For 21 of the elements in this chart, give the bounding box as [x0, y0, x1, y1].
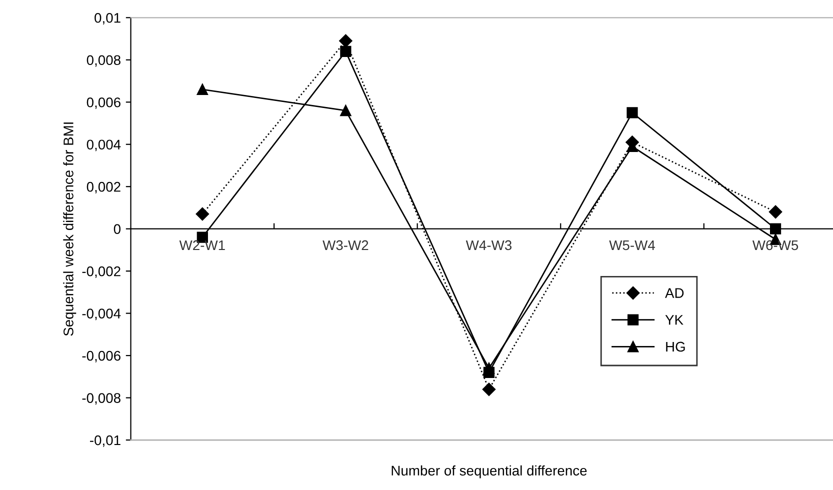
x-tick-label: W4-W3: [466, 240, 512, 250]
y-tick-label: -0,006: [82, 350, 120, 362]
y-tick-label: -0,008: [82, 393, 120, 405]
y-tick-label: 0,008: [86, 55, 120, 67]
y-tick-label: -0,002: [82, 266, 120, 278]
x-tick-label: W2-W1: [179, 240, 225, 250]
y-tick-label: 0,004: [86, 140, 121, 152]
y-tick-label: 0,01: [94, 12, 120, 24]
y-tick-label: -0,01: [90, 435, 120, 447]
y-axis-title: Sequential week difference for BMI: [63, 122, 76, 336]
x-axis-title: Number of sequential difference: [392, 465, 587, 478]
y-tick-label: -0,004: [82, 308, 121, 320]
legend-label: YK: [665, 315, 684, 325]
x-tick-label: W5-W4: [609, 240, 655, 250]
x-tick-label: W3-W2: [322, 240, 368, 250]
legend-label: AD: [665, 288, 684, 298]
y-tick-label: 0,002: [86, 182, 120, 194]
y-tick-label: 0,006: [86, 97, 120, 109]
x-tick-label: W6-W5: [752, 240, 798, 250]
legend-label: HG: [666, 342, 685, 352]
y-tick-label: 0: [114, 224, 121, 234]
